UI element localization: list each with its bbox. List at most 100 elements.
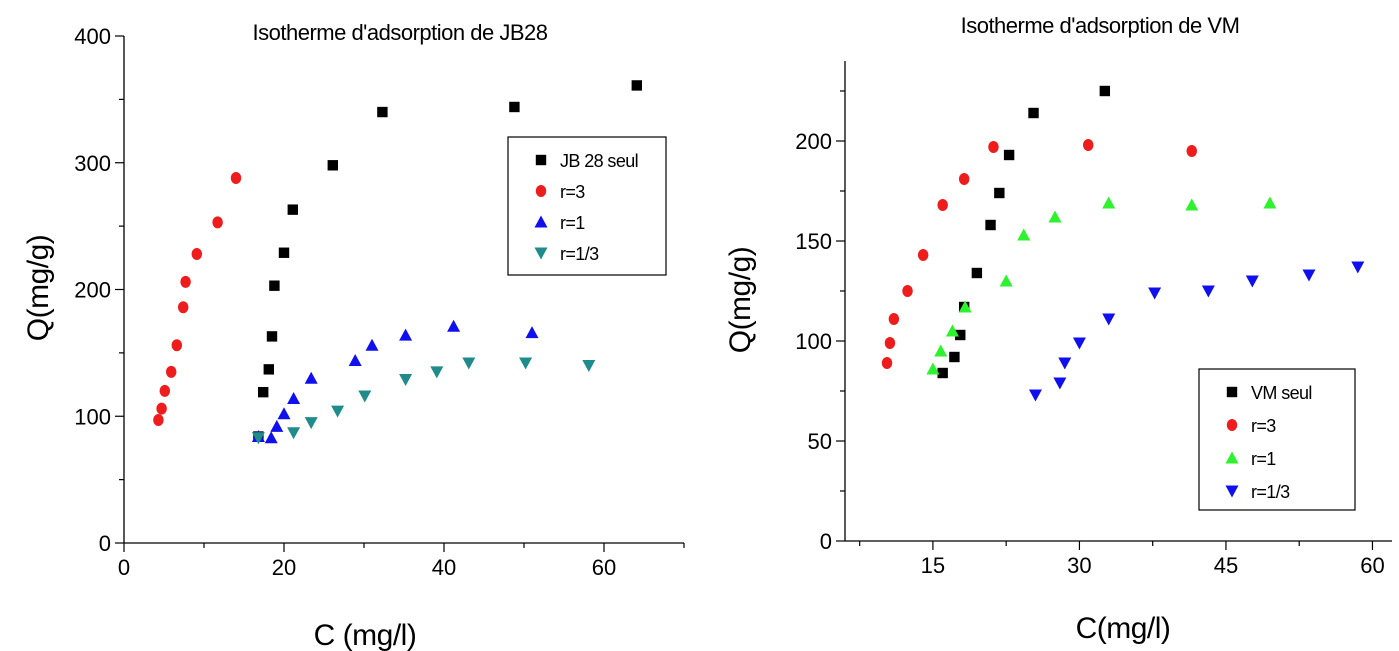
y-tick-label: 0 [99,531,111,556]
x-tick-label: 40 [432,555,456,580]
data-point [1351,261,1365,274]
data-point [971,267,983,279]
data-point [1028,389,1042,402]
legend-marker [535,154,547,166]
data-point [1099,85,1111,97]
data-point [365,338,379,351]
data-point [212,216,223,229]
data-point [631,80,642,91]
data-point [447,319,461,332]
data-point [1186,145,1197,157]
axes: 0 100 200 300 400 0 20 40 60 [74,24,685,580]
data-point [1245,275,1259,288]
data-point [258,386,269,398]
data-point [304,371,318,384]
y-axis-label: Q(mg/g) [22,235,55,342]
data-point [159,384,170,397]
data-point [377,106,388,118]
data-point [430,366,444,379]
data-point [1048,210,1062,223]
data-point [1072,337,1086,350]
legend-marker [535,185,547,197]
legend-label: r=3 [560,182,585,202]
data-point [399,328,413,341]
legend-box [1198,368,1356,511]
legend-label: JB 28 seul [560,151,638,171]
x-tick-label: 30 [1067,553,1091,578]
data-point [278,247,290,258]
data-point [937,367,948,379]
y-tick-label: 300 [74,151,111,176]
data-point [462,357,476,370]
data-point [958,300,972,313]
data-point [1058,357,1072,370]
data-point [399,373,413,386]
axes: 0 50 100 150 200 15 30 45 60 [795,61,1392,578]
data-point [348,353,362,366]
data-point [269,280,280,291]
legend-label: r=1 [1251,449,1276,469]
legend-label: r=1/3 [1251,482,1290,502]
data-points [153,80,642,445]
x-tick-label: 60 [1360,553,1384,578]
data-point [519,357,533,370]
data-point [153,414,164,427]
data-point [1102,313,1116,326]
data-point [331,405,345,418]
legend-box [507,136,667,276]
data-point [902,285,913,297]
y-tick-label: 100 [74,404,111,429]
y-tick-label: 400 [74,24,111,49]
legend-marker [1226,386,1238,398]
data-point [999,274,1013,287]
data-points [881,85,1365,402]
data-point [287,204,298,215]
x-tick-label: 20 [272,555,296,580]
data-point [327,160,338,171]
data-point [263,364,274,375]
data-point [1263,196,1277,209]
chart-title: Isotherme d'adsorption de VM [961,13,1240,38]
legend-marker [1225,451,1239,464]
data-point [888,313,900,325]
data-point [985,219,996,231]
data-point [994,187,1005,199]
data-point [251,432,265,445]
data-point [958,173,970,185]
data-point [270,419,284,432]
data-point [1083,139,1094,151]
data-point [955,329,966,341]
y-tick-label: 200 [795,129,832,154]
data-point [917,249,929,261]
data-point [949,351,960,363]
y-tick-label: 100 [795,329,832,354]
data-point [988,141,999,153]
x-tick-label: 45 [1214,553,1238,578]
data-point [230,171,242,184]
data-point [525,326,539,339]
data-point [509,101,520,113]
legend-label: r=1 [560,213,585,233]
data-point [884,337,896,349]
data-point [1302,269,1316,282]
legend: JB 28 seul r=3 r=1 r=1/3 [507,136,667,276]
data-point [937,199,948,211]
data-point [1148,287,1162,300]
data-point [304,417,318,430]
x-axis-label: C (mg/l) [314,619,417,651]
data-point [1053,377,1067,390]
legend-label: r=1/3 [560,244,599,264]
data-point [180,275,191,288]
data-point [945,324,959,337]
data-point [191,248,202,261]
x-tick-label: 15 [921,553,945,578]
data-point [1185,198,1199,211]
legend-label: VM seul [1251,383,1312,403]
data-point [582,360,596,373]
data-point [166,365,177,378]
data-point [1201,285,1215,298]
legend-label: r=3 [1251,416,1276,436]
data-point [264,431,278,444]
data-point [277,407,291,420]
